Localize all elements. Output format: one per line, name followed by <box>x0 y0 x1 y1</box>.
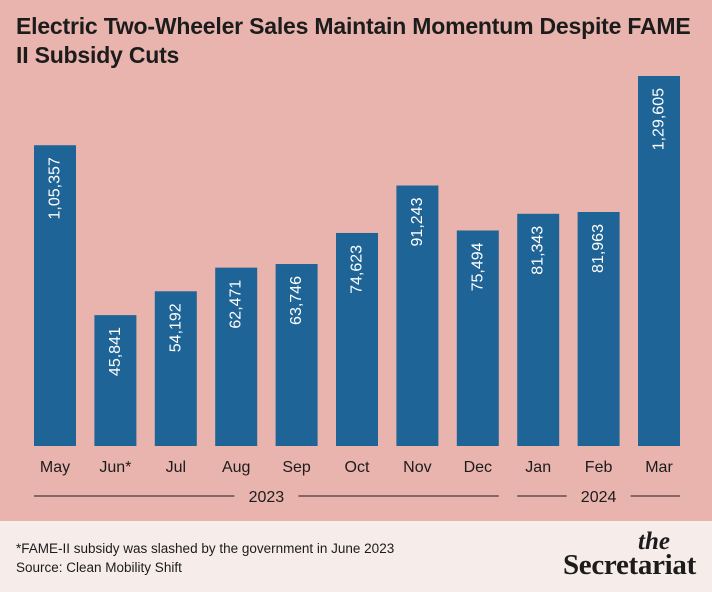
bar-mar <box>638 76 680 446</box>
bar-value-label: 62,471 <box>228 280 245 329</box>
category-label: Jun* <box>99 459 131 476</box>
bar-value-label: 81,963 <box>590 224 607 273</box>
category-label: May <box>40 459 70 476</box>
category-label: Oct <box>345 459 370 476</box>
bar-aug <box>215 267 258 446</box>
category-label: Aug <box>222 459 250 476</box>
bar-value-label: 74,623 <box>349 245 366 294</box>
bar-chart: 1,05,357 May 45,841 Jun* 54,192 Jul 62,471 Aug 6… <box>34 76 680 506</box>
category-label: Nov <box>403 459 431 476</box>
category-label: Jan <box>525 459 551 476</box>
bar-value-label: 91,243 <box>409 197 426 246</box>
footnote: *FAME-II subsidy was slashed by the gove… <box>16 541 395 556</box>
bar-value-label: 1,05,357 <box>47 157 64 219</box>
bar-value-label: 54,192 <box>167 303 184 352</box>
category-label: Dec <box>464 459 492 476</box>
bar-jun <box>94 315 137 446</box>
bar-jul <box>154 291 197 446</box>
bar-nov <box>396 185 439 447</box>
bar-may <box>34 145 76 446</box>
bar-value-label: 75,494 <box>469 242 486 291</box>
category-label: Mar <box>645 459 673 476</box>
bar-sep <box>275 264 318 446</box>
source-note: Source: Clean Mobility Shift <box>16 560 182 575</box>
bar-oct <box>336 232 378 446</box>
bar-feb <box>577 212 620 446</box>
bar-dec <box>456 230 499 446</box>
category-label: Jul <box>166 459 186 476</box>
footer: *FAME-II subsidy was slashed by the gove… <box>0 521 712 592</box>
bar-jan <box>517 213 560 446</box>
brand-logo-name: Secretariat <box>562 549 696 581</box>
bar-value-label: 63,746 <box>288 276 305 325</box>
category-label: Feb <box>585 459 613 476</box>
chart-title: Electric Two-Wheeler Sales Maintain Mome… <box>16 13 691 68</box>
bar-value-label: 1,29,605 <box>651 88 668 150</box>
bar-value-label: 45,841 <box>107 327 124 376</box>
brand-logo-the: the <box>638 528 670 555</box>
year-label: 2023 <box>249 489 285 506</box>
year-label: 2024 <box>581 489 617 506</box>
bar-value-label: 81,343 <box>530 226 547 275</box>
category-label: Sep <box>282 459 311 476</box>
